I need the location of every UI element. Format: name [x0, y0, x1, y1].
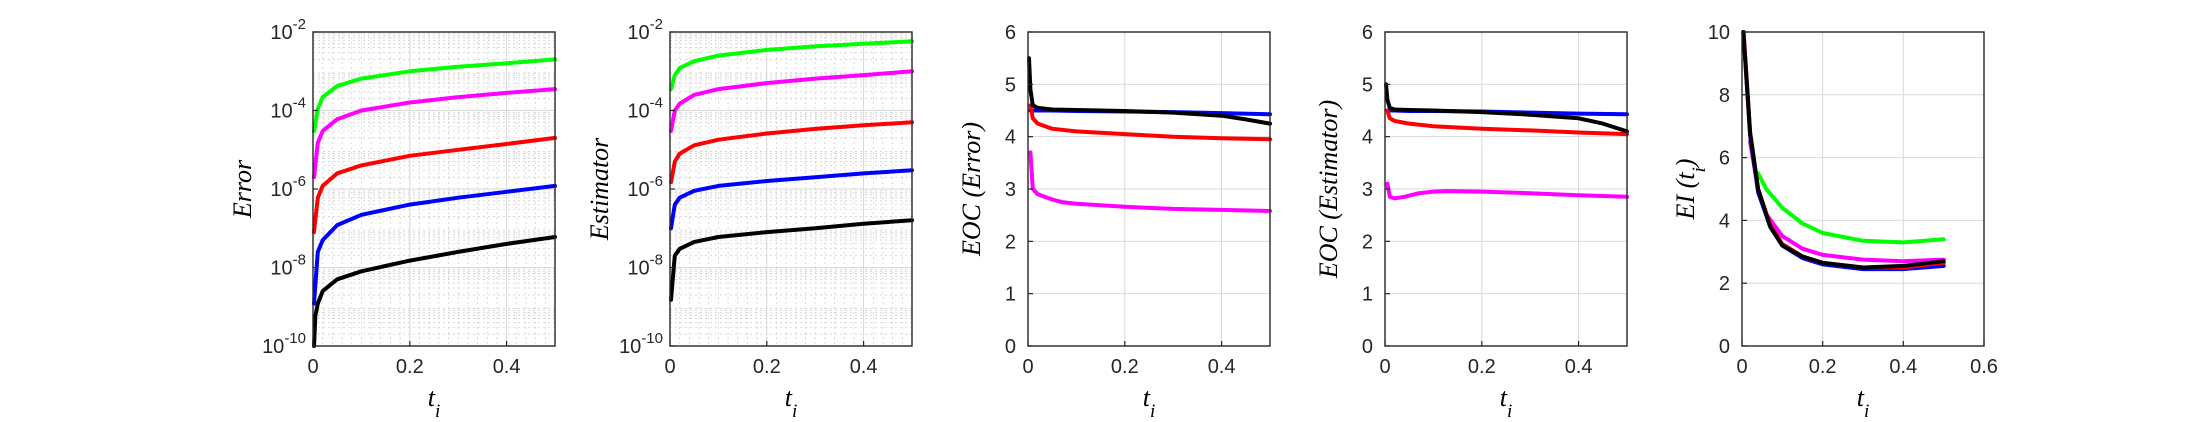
series-line-black [1741, 30, 1946, 270]
series-line-red [312, 135, 557, 235]
series-line-red [1385, 108, 1629, 137]
y-tick-label: 6 [1362, 22, 1373, 44]
series-line-magenta [312, 87, 557, 180]
y-tick-label: 2 [1362, 231, 1373, 253]
series-line-magenta [1028, 150, 1272, 213]
y-tick-label: 10-10 [619, 330, 663, 358]
y-tick-label: 10-10 [262, 330, 306, 358]
x-tick-label: 0.2 [1809, 356, 1837, 378]
y-tick-label: 0 [1005, 336, 1016, 358]
x-tick-label: 0 [307, 356, 318, 378]
series-line-red [1028, 103, 1272, 142]
panel-5: 0 0.2 0.4 0.6 0 2 4 6 8 10 ti EI (ti) [1671, 22, 1998, 422]
y-tick-label: 5 [1005, 74, 1016, 96]
x-tick-label: 0.4 [1889, 356, 1917, 378]
y-axis-label: EOC (Error) [957, 122, 986, 257]
grid [1384, 31, 1627, 347]
y-tick-label: 1 [1362, 284, 1373, 306]
x-tick-label: 0.6 [1970, 356, 1998, 378]
panel-2: 0 0.2 0.4 10-2 10-4 10-6 10-8 10-10 ti Estimator [585, 16, 914, 422]
ticks: 0 0.2 0.4 10-2 10-4 10-6 10-8 10-10 [262, 16, 520, 378]
y-tick-label: 6 [1719, 148, 1730, 170]
series-line-green [312, 57, 557, 133]
grid [1027, 31, 1270, 347]
panel-3: 0 0.2 0.4 0 1 2 3 4 5 6 ti EOC (Error) [957, 22, 1272, 422]
ticks: 0 0.2 0.4 0.6 0 2 4 6 8 10 [1708, 22, 1998, 378]
ticks: 0 0.2 0.4 0 1 2 3 4 5 6 [1362, 22, 1593, 378]
y-axis-label: EOC (Estimator) [1314, 100, 1343, 279]
series-line-green [1756, 171, 1946, 245]
series-group [669, 39, 914, 302]
grid [312, 31, 556, 347]
series-line-blue [669, 168, 914, 231]
y-tick-label: 1 [1005, 284, 1016, 306]
x-tick-label: 0.2 [1468, 356, 1496, 378]
y-tick-label: 10-6 [627, 173, 663, 201]
y-tick-label: 10-4 [270, 95, 306, 123]
y-tick-label: 10 [1708, 22, 1730, 44]
x-axis-label: ti [428, 383, 441, 417]
x-axis-label: ti [785, 383, 798, 417]
y-tick-label: 10-8 [270, 252, 306, 280]
y-tick-label: 8 [1719, 85, 1730, 107]
y-tick-label: 6 [1005, 22, 1016, 44]
y-tick-label: 10-2 [627, 16, 663, 44]
y-tick-label: 0 [1719, 336, 1730, 358]
x-tick-label: 0 [664, 356, 675, 378]
series-line-red [669, 120, 914, 185]
y-tick-label: 3 [1362, 179, 1373, 201]
y-axis-label: EI (ti) [1671, 159, 1710, 221]
series-group [1027, 56, 1272, 213]
series-line-black [312, 235, 557, 348]
y-tick-label: 10-4 [627, 95, 663, 123]
panel-4: 0 0.2 0.4 0 1 2 3 4 5 6 ti EOC (Estimator) [1314, 22, 1629, 422]
x-tick-label: 0.4 [850, 356, 878, 378]
series-line-green [669, 39, 914, 92]
x-tick-label: 0.2 [753, 356, 781, 378]
axes-frame [1741, 31, 1985, 347]
x-tick-label: 0.4 [493, 356, 521, 378]
y-tick-label: 2 [1719, 273, 1730, 295]
series-line-black [1027, 56, 1272, 126]
series-line-black [1384, 82, 1629, 134]
x-tick-label: 0.4 [1208, 356, 1236, 378]
series-line-magenta [669, 69, 914, 133]
ticks: 0 0.2 0.4 0 1 2 3 4 5 6 [1005, 22, 1236, 378]
series-group [312, 57, 557, 348]
x-axis-label: ti [1500, 383, 1513, 417]
ticks: 0 0.2 0.4 10-2 10-4 10-6 10-8 10-10 [619, 16, 877, 378]
x-tick-label: 0.4 [1565, 356, 1593, 378]
y-tick-label: 10-2 [270, 16, 306, 44]
x-tick-label: 0.2 [1111, 356, 1139, 378]
x-tick-label: 0 [1022, 356, 1033, 378]
series-line-black [669, 218, 914, 302]
y-tick-label: 5 [1362, 74, 1373, 96]
y-tick-label: 4 [1005, 127, 1016, 149]
y-tick-label: 0 [1362, 336, 1373, 358]
x-axis-label: ti [1143, 383, 1156, 417]
y-tick-label: 3 [1005, 179, 1016, 201]
y-axis-label: Estimator [585, 137, 614, 241]
x-axis-label: ti [1857, 383, 1870, 417]
panel-1: 0 0.2 0.4 10-2 10-4 10-6 10-8 10-10 ti Error [228, 16, 557, 422]
y-axis-label: Error [228, 159, 257, 219]
y-tick-label: 10-6 [270, 173, 306, 201]
y-tick-label: 10-8 [627, 252, 663, 280]
x-tick-label: 0 [1736, 356, 1747, 378]
x-tick-label: 0 [1379, 356, 1390, 378]
y-tick-label: 2 [1005, 231, 1016, 253]
grid [1741, 31, 1985, 347]
series-group [1741, 30, 1946, 272]
series-line-magenta [1385, 181, 1629, 201]
y-tick-label: 4 [1719, 210, 1730, 232]
series-line-blue [312, 183, 557, 306]
series-group [1384, 82, 1629, 201]
x-tick-label: 0.2 [396, 356, 424, 378]
y-tick-label: 4 [1362, 127, 1373, 149]
